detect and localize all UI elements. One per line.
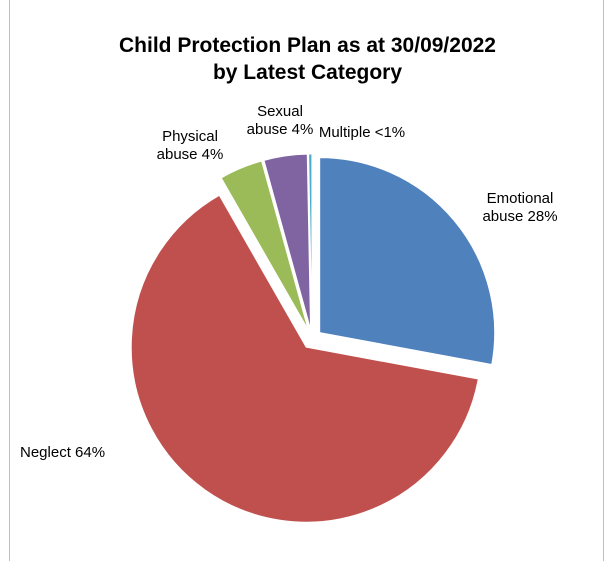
- pie-slice-multiple: [308, 153, 313, 330]
- slice-label-sexual-abuse: Sexual abuse 4%: [247, 103, 314, 138]
- slice-label-line: Emotional: [487, 190, 554, 207]
- slice-label-line: abuse 4%: [247, 121, 314, 138]
- chart-title: Child Protection Plan as at 30/09/2022 b…: [0, 32, 615, 86]
- slice-label-line: Physical: [162, 128, 218, 145]
- pie-slice-emotional-abuse: [319, 157, 496, 366]
- slice-label-multiple: Multiple <1%: [319, 124, 405, 141]
- slice-label-neglect: Neglect 64%: [20, 444, 105, 461]
- slice-label-physical-abuse: Physical abuse 4%: [157, 128, 224, 163]
- slice-label-line: Neglect 64%: [20, 444, 105, 461]
- chart-title-line-1: Child Protection Plan as at 30/09/2022: [119, 34, 496, 57]
- slice-label-emotional-abuse: Emotional abuse 28%: [482, 190, 557, 225]
- pie-slice-neglect: [130, 194, 479, 523]
- chart-title-line-2: by Latest Category: [212, 61, 403, 84]
- slice-label-line: abuse 28%: [482, 208, 557, 225]
- slice-label-line: Multiple <1%: [319, 124, 405, 141]
- slice-label-line: Sexual: [257, 103, 303, 120]
- pie-slice-physical-abuse: [220, 160, 309, 331]
- chart-frame: [9, 0, 604, 561]
- slice-label-line: abuse 4%: [157, 146, 224, 163]
- pie-slice-sexual-abuse: [263, 153, 312, 330]
